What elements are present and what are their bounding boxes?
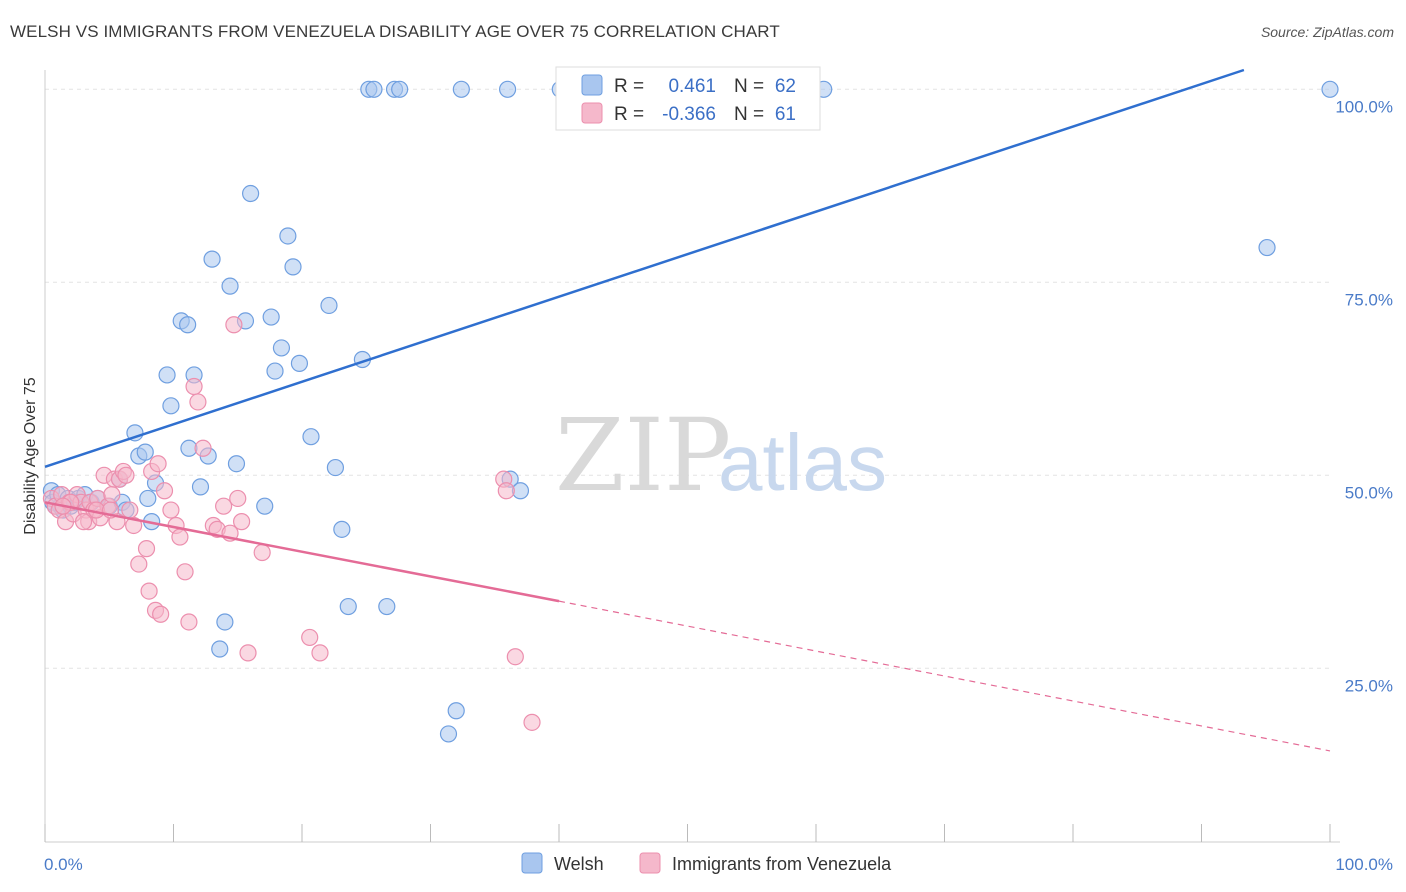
venezuela-point — [301, 628, 319, 647]
watermark-zip: ZIP — [555, 397, 731, 514]
venezuela-point — [311, 644, 329, 662]
stats-swatch-welsh — [581, 74, 603, 96]
tick-labels: 25.0% 50.0% 75.0% 100.0% 0.0% 100.0% — [44, 97, 1393, 874]
venezuela-point — [253, 543, 271, 562]
welsh-point — [284, 258, 302, 276]
welsh-point — [262, 308, 280, 326]
welsh-point — [302, 428, 320, 446]
y-tick-label: 50.0% — [1345, 483, 1393, 502]
venezuela-point — [229, 489, 247, 508]
venezuela-point — [117, 466, 135, 484]
welsh-point — [266, 362, 284, 380]
venezuela-trend-line — [44, 501, 560, 603]
stats-r-value-welsh: 0.461 — [668, 76, 716, 97]
welsh-trend-line — [44, 68, 1245, 468]
stats-n-value-welsh: 62 — [775, 76, 796, 97]
welsh-point — [1321, 80, 1339, 98]
y-tick-label: 75.0% — [1345, 290, 1393, 309]
welsh-point — [279, 227, 297, 245]
venezuela-point — [149, 455, 167, 473]
axes — [44, 70, 1340, 843]
welsh-point — [320, 296, 338, 315]
welsh-point — [216, 613, 234, 631]
legend-swatch-welsh — [521, 852, 543, 874]
welsh-point — [136, 443, 154, 461]
welsh-point — [452, 80, 470, 98]
welsh-point — [162, 397, 180, 415]
bottom-legend: Welsh Immigrants from Venezuela — [521, 852, 892, 874]
welsh-point — [378, 597, 396, 616]
welsh-point — [242, 184, 260, 203]
watermark-atlas: atlas — [718, 418, 887, 507]
venezuela-point — [121, 501, 139, 519]
venezuela-point — [180, 613, 198, 631]
venezuela-point — [225, 316, 243, 334]
venezuela-point — [215, 497, 233, 515]
x-tick-label: 0.0% — [44, 855, 83, 874]
welsh-point — [227, 455, 246, 473]
legend-label-welsh: Welsh — [554, 854, 604, 874]
welsh-point — [158, 366, 176, 384]
welsh-point — [191, 478, 210, 496]
stats-n-label-welsh: N = — [734, 76, 764, 97]
watermark: ZIP atlas — [555, 397, 887, 514]
stats-n-label-venezuela: N = — [734, 104, 764, 125]
legend-label-venezuela: Immigrants from Venezuela — [672, 854, 892, 874]
welsh-point — [272, 339, 291, 357]
venezuela-point — [233, 513, 251, 531]
gridlines — [45, 88, 1330, 669]
welsh-point — [365, 80, 383, 98]
venezuela-point — [194, 439, 212, 457]
welsh-point — [333, 520, 351, 538]
y-tick-label: 100.0% — [1335, 97, 1393, 116]
welsh-point — [221, 277, 239, 295]
legend-swatch-venezuela — [639, 852, 661, 874]
venezuela-point — [162, 501, 180, 519]
stats-legend: R = 0.461 N = 62 R = -0.366 N = 61 — [555, 66, 821, 131]
x-tick-label: 100.0% — [1335, 855, 1393, 874]
venezuela-point — [137, 540, 156, 558]
welsh-point — [447, 702, 465, 720]
venezuela-point — [103, 486, 121, 504]
venezuela-point — [189, 393, 207, 411]
welsh-point — [439, 725, 458, 743]
welsh-point — [139, 489, 157, 508]
welsh-point — [203, 250, 221, 268]
stats-n-value-venezuela: 61 — [775, 104, 796, 125]
venezuela-point — [497, 482, 515, 500]
welsh-point — [290, 354, 309, 372]
welsh-point — [1258, 238, 1276, 257]
venezuela-point — [523, 713, 541, 731]
welsh-point — [179, 316, 197, 334]
welsh-point — [499, 80, 517, 98]
stats-r-label-venezuela: R = — [614, 104, 644, 125]
welsh-point — [211, 640, 229, 658]
venezuela-point — [74, 513, 93, 531]
venezuela-point — [176, 563, 194, 581]
venezuela-point — [140, 582, 158, 600]
welsh-point — [391, 80, 409, 98]
welsh-point — [339, 597, 357, 616]
venezuela-point — [239, 644, 257, 662]
stats-swatch-venezuela — [581, 102, 603, 124]
venezuela-point — [185, 377, 203, 396]
venezuela-point — [506, 648, 524, 666]
chart-title: WELSH VS IMMIGRANTS FROM VENEZUELA DISAB… — [10, 22, 780, 41]
venezuela-point — [152, 605, 170, 623]
y-axis-label: Disability Age Over 75 — [22, 377, 39, 535]
trend-lines — [44, 68, 1331, 752]
welsh-point — [326, 458, 345, 477]
stats-r-label-welsh: R = — [614, 76, 644, 97]
y-tick-label: 25.0% — [1345, 676, 1393, 695]
venezuela-trend-extension — [558, 600, 1331, 752]
venezuela-point — [155, 482, 174, 500]
stats-r-value-venezuela: -0.366 — [662, 104, 716, 125]
welsh-point — [256, 497, 274, 515]
chart-source: Source: ZipAtlas.com — [1260, 24, 1394, 40]
venezuela-point — [171, 528, 189, 546]
venezuela-point — [130, 555, 148, 573]
